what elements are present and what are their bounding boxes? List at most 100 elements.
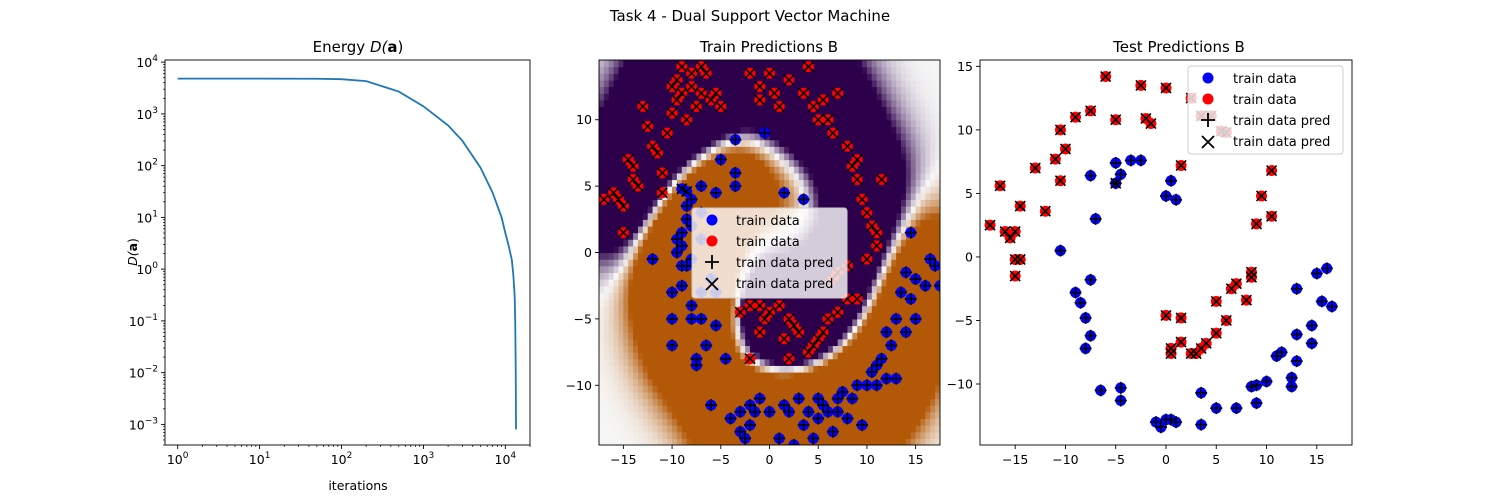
heatmap-cell [613, 378, 620, 386]
y-tick-label: 5 [965, 186, 973, 201]
heatmap-cell [599, 425, 605, 433]
heatmap-cell [667, 245, 673, 254]
heatmap-cell [608, 66, 615, 74]
heatmap-cell [920, 199, 926, 207]
heatmap-cell [886, 411, 892, 420]
heatmap-cell [623, 146, 629, 154]
heatmap-cell [667, 179, 673, 187]
x-pred-marker [1110, 114, 1122, 126]
heatmap-cell [667, 152, 673, 161]
heatmap-cell [876, 391, 883, 400]
heatmap-cell [788, 166, 795, 174]
x-pred-marker [851, 293, 863, 305]
heatmap-cell [910, 119, 917, 127]
heatmap-cell [623, 239, 629, 247]
heatmap-cell [915, 225, 922, 234]
heatmap-cell [769, 192, 775, 200]
heatmap-cell [901, 365, 907, 373]
heatmap-cell [847, 338, 853, 347]
plus-pred-marker [826, 425, 839, 438]
heatmap-cell [652, 219, 659, 227]
heatmap-cell [905, 79, 912, 88]
heatmap-cell [676, 179, 683, 187]
heatmap-cell [803, 99, 810, 108]
heatmap-cell [905, 338, 912, 347]
heatmap-cell [896, 86, 902, 94]
heatmap-cell [915, 398, 922, 406]
heatmap-cell [603, 411, 610, 420]
y-tick-label: 10 [576, 112, 592, 127]
heatmap-cell [642, 431, 649, 439]
heatmap-cell [905, 159, 912, 167]
heatmap-cell [920, 126, 926, 134]
heatmap-cell [886, 119, 892, 127]
heatmap-cell [886, 305, 892, 313]
heatmap-cell [896, 358, 902, 366]
heatmap-cell [852, 332, 858, 340]
y-tick-label: −10 [947, 377, 973, 392]
heatmap-cell [745, 159, 751, 167]
heatmap-cell [769, 365, 775, 373]
heatmap-cell [886, 93, 892, 101]
heatmap-cell [740, 119, 746, 127]
heatmap-cell [876, 86, 883, 94]
heatmap-cell [803, 391, 810, 400]
heatmap-cell [925, 73, 931, 81]
heatmap-cell [652, 119, 659, 127]
heatmap-cell [847, 352, 853, 360]
heatmap-cell [667, 431, 673, 439]
heatmap-cell [779, 365, 785, 373]
heatmap-cell [798, 318, 805, 327]
heatmap-cell [637, 338, 644, 347]
heatmap-cell [652, 192, 659, 200]
heatmap-cell [930, 352, 936, 360]
heatmap-cell [662, 79, 668, 88]
heatmap-cell [788, 298, 795, 307]
heatmap-cell [613, 166, 620, 174]
heatmap-cell [623, 332, 629, 340]
heatmap-cell [847, 332, 853, 340]
heatmap-cell [827, 298, 834, 307]
heatmap-cell [857, 279, 863, 287]
heatmap-cell [642, 73, 649, 81]
plus-pred-marker [758, 127, 771, 140]
heatmap-cell [930, 371, 936, 380]
heatmap-cell [633, 225, 639, 234]
heatmap-cell [662, 358, 668, 366]
heatmap-cell [633, 332, 639, 340]
heatmap-cell [852, 133, 858, 141]
heatmap-cell [735, 152, 741, 161]
heatmap-cell [754, 358, 761, 366]
heatmap-cell [915, 332, 922, 340]
heatmap-cell [803, 73, 810, 81]
heatmap-cell [808, 318, 814, 327]
heatmap-cell [691, 345, 698, 353]
heatmap-cell [935, 431, 940, 439]
heatmap-cell [793, 312, 800, 320]
heatmap-cell [842, 305, 849, 313]
heatmap-cell [915, 139, 922, 147]
heatmap-cell [599, 139, 605, 147]
x-pred-marker [627, 160, 639, 172]
heatmap-cell [672, 259, 678, 267]
heatmap-cell [881, 73, 888, 81]
heatmap-cell [725, 378, 732, 386]
heatmap-cell [706, 79, 712, 88]
heatmap-cell [935, 245, 940, 254]
heatmap-cell [857, 345, 863, 353]
x-pred-marker [807, 339, 819, 351]
heatmap-cell [613, 86, 620, 94]
heatmap-cell [901, 418, 907, 426]
heatmap-cell [676, 371, 683, 380]
heatmap-cell [764, 365, 771, 373]
plus-pred-marker [1154, 421, 1167, 434]
heatmap-cell [720, 391, 727, 400]
heatmap-cell [603, 285, 610, 293]
heatmap-cell [618, 126, 624, 134]
heatmap-cell [808, 358, 814, 366]
heatmap-cell [876, 106, 883, 114]
heatmap-cell [769, 166, 775, 174]
plus-pred-marker [1094, 384, 1107, 397]
heatmap-cell [891, 239, 897, 247]
